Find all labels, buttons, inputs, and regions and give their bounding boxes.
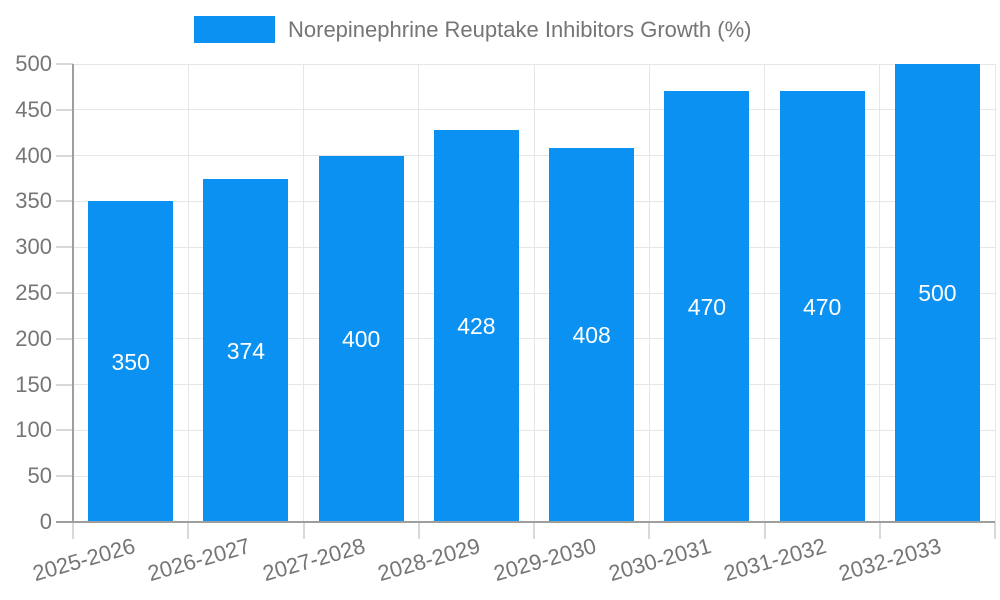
y-tick-mark: [56, 246, 73, 249]
bar-data-label: 500: [918, 280, 957, 306]
legend-label: Norepinephrine Reuptake Inhibitors Growt…: [288, 16, 752, 42]
bar[interactable]: 350: [88, 201, 174, 522]
y-axis-tick-label: 50: [27, 463, 52, 489]
y-tick-mark: [56, 383, 73, 386]
y-tick-mark: [56, 200, 73, 203]
bar[interactable]: 428: [433, 129, 519, 522]
y-axis-tick-label: 300: [15, 234, 52, 260]
x-gridline: [303, 64, 304, 522]
bar-data-label: 470: [687, 293, 727, 320]
bar-data-label: 374: [226, 337, 266, 364]
bar[interactable]: 374: [203, 179, 289, 522]
x-tick-mark: [187, 522, 190, 539]
y-axis-tick-label: 500: [15, 51, 52, 76]
y-axis-tick-label: 450: [15, 96, 52, 122]
y-axis-tick-label: 100: [15, 417, 52, 443]
y-tick-mark: [56, 429, 73, 432]
x-gridline: [879, 64, 881, 522]
x-tick-mark: [763, 522, 766, 539]
y-axis-tick-label: 250: [15, 280, 52, 305]
y-axis-tick-label: 400: [15, 142, 52, 168]
y-axis-line: [72, 64, 74, 522]
y-tick-mark: [56, 154, 73, 157]
x-gridline: [648, 64, 650, 522]
bar[interactable]: 470: [664, 91, 750, 522]
x-tick-mark: [72, 522, 74, 539]
y-axis-tick-label: 0: [39, 509, 52, 534]
x-gridline: [764, 64, 765, 522]
y-axis-tick-label: 150: [15, 371, 52, 397]
x-gridline: [994, 64, 996, 522]
x-axis-line: [56, 521, 995, 523]
x-gridline: [533, 64, 535, 522]
bar-data-label: 350: [111, 348, 150, 375]
y-axis-tick-label: 350: [15, 188, 52, 214]
legend-swatch: [194, 16, 275, 43]
x-tick-mark: [417, 522, 420, 539]
x-gridline: [418, 64, 420, 522]
legend[interactable]: Norepinephrine Reuptake Inhibitors Growt…: [194, 16, 751, 43]
y-tick-mark: [56, 337, 73, 340]
y-tick-mark: [56, 63, 73, 65]
bar-data-label: 470: [802, 293, 842, 320]
x-tick-mark: [302, 522, 305, 539]
y-axis-tick-label: 200: [15, 325, 52, 351]
x-tick-mark: [648, 522, 651, 539]
y-tick-mark: [56, 292, 73, 294]
y-tick-mark: [56, 475, 73, 478]
plot-area: 0 50 100 150 200 250 300 350 400 450 500 350 374 400 4…: [15, 51, 996, 586]
bar-data-label: 408: [572, 322, 611, 349]
bar-data-label: 400: [341, 325, 381, 352]
x-tick-mark: [994, 522, 996, 539]
y-tick-mark: [56, 108, 73, 111]
x-tick-mark: [878, 522, 881, 539]
bar-data-label: 428: [457, 312, 496, 339]
bar[interactable]: 470: [779, 91, 865, 522]
bar[interactable]: 400: [318, 155, 404, 522]
bar[interactable]: 408: [549, 148, 635, 522]
bar[interactable]: 500: [894, 64, 980, 522]
x-gridline: [187, 64, 189, 522]
x-tick-mark: [533, 522, 535, 539]
